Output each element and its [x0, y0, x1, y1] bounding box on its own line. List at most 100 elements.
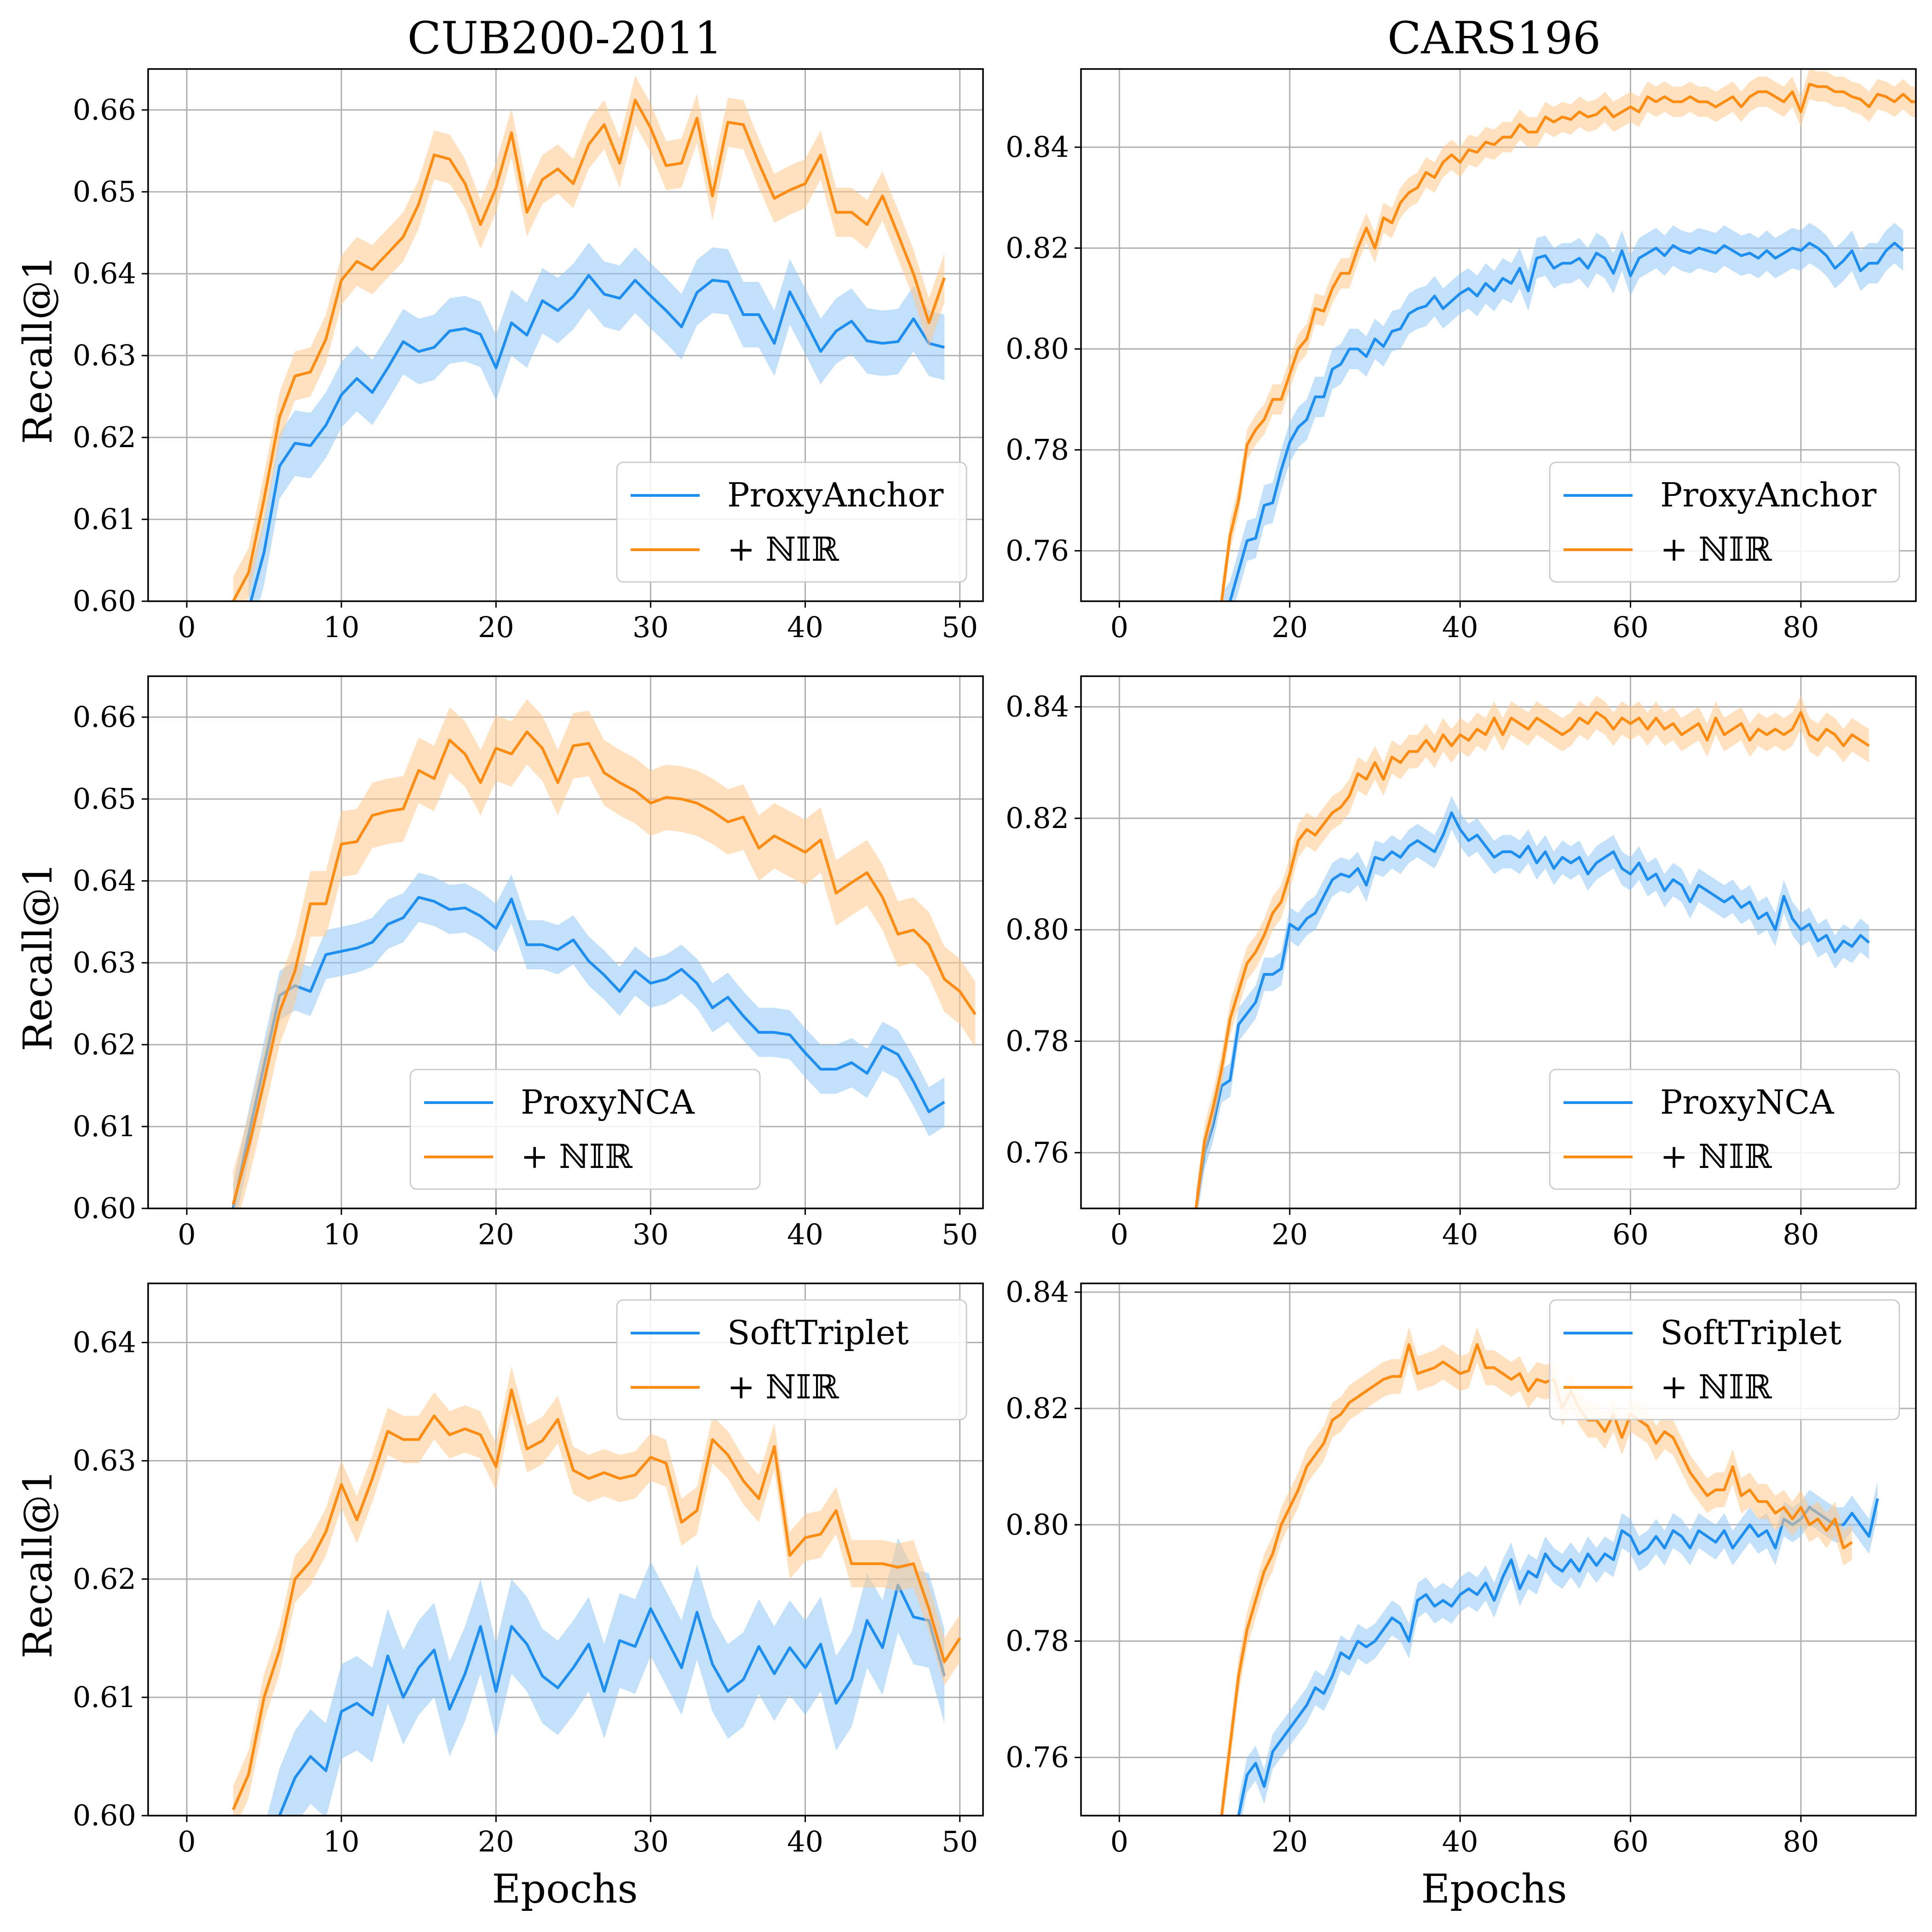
nir-series-line — [232, 98, 946, 601]
x-tick-label: 20 — [1271, 1825, 1308, 1858]
legend-box — [616, 461, 967, 583]
legend-label: + ℕ𝕀ℝ — [1660, 1368, 1772, 1406]
x-tick-label: 60 — [1612, 1218, 1649, 1251]
legend: SoftTriplet + ℕ𝕀ℝ — [616, 1299, 967, 1420]
legend-box — [1549, 1299, 1900, 1420]
plot-area — [232, 75, 946, 601]
y-tick-label: 0.64 — [73, 864, 136, 897]
baseline-confidence-band — [248, 242, 944, 601]
x-axis-label-cars: Epochs — [1421, 1866, 1567, 1912]
y-tick-label: 0.64 — [73, 1326, 136, 1359]
nir-confidence-band — [233, 699, 976, 1208]
y-tick-label: 0.64 — [73, 257, 136, 290]
axes-frame — [1080, 1282, 1917, 1817]
x-tick-label: 0 — [1110, 610, 1128, 644]
baseline-series-line — [1195, 811, 1870, 1208]
x-tick-label: 30 — [632, 1825, 669, 1858]
x-tick-label: 30 — [632, 610, 669, 644]
x-tick-label: 40 — [1442, 610, 1478, 644]
x-tick-label: 80 — [1783, 1218, 1819, 1251]
x-tick-label: 20 — [478, 610, 514, 644]
column-title-cars: CARS196 — [1387, 12, 1601, 64]
y-tick-label: 0.61 — [73, 1110, 136, 1143]
y-tick-label: 0.84 — [1006, 690, 1069, 724]
axes-frame — [147, 1282, 984, 1817]
y-tick-label: 0.82 — [1006, 1392, 1069, 1425]
y-axis-label-row-1: Recall@1 — [15, 255, 61, 444]
column-title-cub: CUB200-2011 — [408, 12, 723, 64]
x-tick-label: 20 — [478, 1825, 514, 1858]
plot-area — [232, 1366, 961, 1816]
y-tick-label: 0.78 — [1006, 1624, 1069, 1658]
y-tick-label: 0.65 — [73, 782, 136, 816]
x-tick-label: 0 — [178, 610, 196, 644]
y-tick-label: 0.61 — [73, 1680, 136, 1714]
baseline-series-line — [278, 1583, 946, 1816]
baseline-confidence-band — [233, 873, 944, 1208]
y-tick-label: 0.82 — [1006, 801, 1069, 835]
legend: SoftTriplet + ℕ𝕀ℝ — [1549, 1299, 1900, 1420]
y-tick-label: 0.62 — [73, 1028, 136, 1061]
legend-box — [1549, 1069, 1900, 1190]
y-tick-label: 0.84 — [1006, 1275, 1069, 1309]
axes-frame — [147, 675, 984, 1209]
plot-area — [231, 699, 977, 1208]
x-axis-label-cub: Epochs — [492, 1866, 638, 1912]
legend-box — [1549, 461, 1900, 583]
x-tick-label: 10 — [323, 1218, 360, 1251]
legend: ProxyAnchor + ℕ𝕀ℝ — [1549, 461, 1900, 583]
y-tick-label: 0.78 — [1006, 433, 1069, 466]
nir-series-line — [232, 1388, 961, 1811]
x-tick-label: 50 — [942, 610, 978, 644]
x-tick-label: 30 — [632, 1218, 669, 1251]
nir-series-line — [1220, 1343, 1853, 1816]
nir-series-line — [1220, 82, 1916, 601]
y-tick-label: 0.63 — [73, 339, 136, 372]
y-tick-label: 0.66 — [73, 93, 136, 126]
legend-label: SoftTriplet — [1660, 1313, 1841, 1352]
y-tick-label: 0.76 — [1006, 1136, 1069, 1169]
legend-label: ProxyAnchor — [1660, 476, 1877, 514]
x-tick-label: 40 — [787, 1218, 823, 1251]
legend: ProxyNCA + ℕ𝕀ℝ — [1549, 1069, 1900, 1190]
y-tick-label: 0.60 — [73, 1191, 136, 1225]
legend-label: + ℕ𝕀ℝ — [1660, 530, 1772, 569]
legend-label: ProxyAnchor — [727, 476, 944, 514]
x-tick-label: 60 — [1612, 610, 1649, 644]
x-tick-label: 0 — [178, 1825, 196, 1858]
axes-frame — [1080, 68, 1917, 602]
legend-label: SoftTriplet — [727, 1313, 908, 1352]
axes-frame — [147, 68, 984, 602]
baseline-confidence-band — [1221, 223, 1903, 601]
x-tick-label: 20 — [1271, 1218, 1308, 1251]
legend: ProxyNCA + ℕ𝕀ℝ — [409, 1069, 761, 1190]
y-tick-label: 0.66 — [73, 700, 136, 734]
x-tick-label: 20 — [1271, 610, 1308, 644]
axes-frame — [1080, 675, 1917, 1209]
plot-area — [1220, 69, 1916, 601]
y-axis-label-row-2: Recall@1 — [15, 862, 61, 1052]
y-tick-label: 0.61 — [73, 502, 136, 536]
x-tick-label: 80 — [1783, 1825, 1819, 1858]
y-tick-label: 0.60 — [73, 1799, 136, 1832]
legend-label: + ℕ𝕀ℝ — [521, 1137, 633, 1176]
chart-panel-cub-proxyanchor: 0 10 20 30 40 50 0.60 0.61 0.62 0.63 0.64 0.65 0.66 P… — [73, 68, 984, 644]
baseline-series-line — [1228, 242, 1904, 601]
legend-label: + ℕ𝕀ℝ — [1660, 1137, 1772, 1176]
legend-box — [409, 1069, 761, 1190]
y-tick-label: 0.60 — [73, 584, 136, 618]
x-tick-label: 0 — [178, 1218, 196, 1251]
baseline-confidence-band — [1196, 796, 1869, 1208]
nir-series-line — [1195, 711, 1870, 1208]
chart-panel-cub-proxynca: 0 10 20 30 40 50 0.60 0.61 0.62 0.63 0.64 0.65 0.66 P… — [73, 675, 984, 1251]
x-tick-label: 10 — [323, 1825, 360, 1858]
y-tick-label: 0.62 — [73, 420, 136, 454]
baseline-confidence-band — [1238, 1481, 1878, 1816]
y-tick-label: 0.82 — [1006, 231, 1069, 264]
nir-confidence-band — [1221, 69, 1916, 601]
x-tick-label: 20 — [478, 1218, 514, 1251]
x-tick-label: 40 — [1442, 1825, 1478, 1858]
baseline-series-line — [1237, 1498, 1879, 1816]
plot-area — [1195, 696, 1870, 1208]
